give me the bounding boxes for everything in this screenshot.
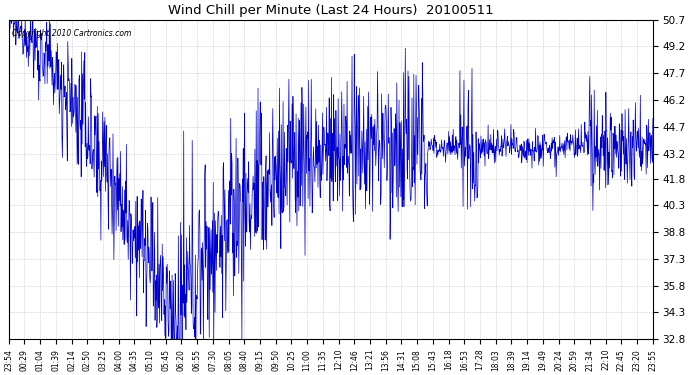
Text: Copyright 2010 Cartronics.com: Copyright 2010 Cartronics.com <box>12 29 131 38</box>
Title: Wind Chill per Minute (Last 24 Hours)  20100511: Wind Chill per Minute (Last 24 Hours) 20… <box>168 4 493 17</box>
